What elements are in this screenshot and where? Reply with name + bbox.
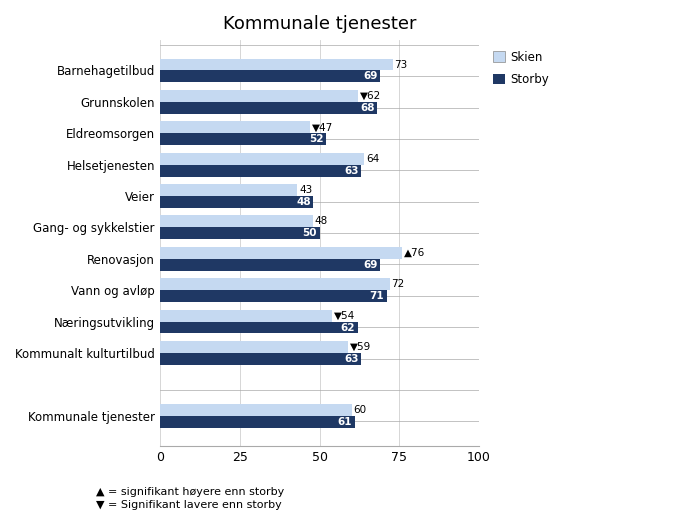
Bar xyxy=(160,310,332,321)
Bar xyxy=(160,416,355,427)
Text: 71: 71 xyxy=(369,291,384,301)
Text: ▼54: ▼54 xyxy=(334,311,355,321)
Bar xyxy=(160,59,393,71)
Text: ▲76: ▲76 xyxy=(404,248,425,258)
Text: ▼59: ▼59 xyxy=(350,342,371,352)
Text: ▼62: ▼62 xyxy=(359,91,380,101)
Text: 63: 63 xyxy=(344,354,358,364)
Text: 63: 63 xyxy=(344,166,358,176)
Text: 69: 69 xyxy=(363,72,378,81)
Bar xyxy=(160,71,380,82)
Legend: Skien, Storby: Skien, Storby xyxy=(488,46,554,91)
Title: Kommunale tjenester: Kommunale tjenester xyxy=(223,15,416,33)
Text: 50: 50 xyxy=(303,228,317,238)
Bar xyxy=(160,90,358,102)
Text: 60: 60 xyxy=(353,405,366,415)
Bar xyxy=(160,215,313,228)
Bar xyxy=(160,184,297,196)
Text: ▼ = Signifikant lavere enn storby: ▼ = Signifikant lavere enn storby xyxy=(96,500,282,510)
Bar xyxy=(160,153,364,165)
Text: 72: 72 xyxy=(391,279,405,289)
Text: 69: 69 xyxy=(363,260,378,270)
Bar xyxy=(160,228,320,239)
Text: 43: 43 xyxy=(299,185,312,195)
Text: ▲ = signifikant høyere enn storby: ▲ = signifikant høyere enn storby xyxy=(96,487,285,497)
Text: 48: 48 xyxy=(296,197,311,207)
Text: 61: 61 xyxy=(338,417,352,426)
Bar xyxy=(160,278,389,290)
Text: 62: 62 xyxy=(341,322,355,333)
Bar xyxy=(160,247,402,259)
Text: 64: 64 xyxy=(366,153,379,164)
Text: 52: 52 xyxy=(309,134,323,144)
Bar xyxy=(160,321,358,334)
Bar xyxy=(160,122,310,133)
Bar xyxy=(160,165,361,177)
Bar xyxy=(160,133,326,145)
Bar xyxy=(160,353,361,365)
Bar xyxy=(160,259,380,271)
Bar xyxy=(160,102,377,114)
Bar xyxy=(160,196,313,208)
Bar xyxy=(160,404,352,416)
Text: ▼47: ▼47 xyxy=(312,122,333,132)
Bar xyxy=(160,290,387,302)
Bar xyxy=(160,341,348,353)
Text: 48: 48 xyxy=(315,216,328,227)
Text: 73: 73 xyxy=(394,60,408,70)
Text: 68: 68 xyxy=(360,103,374,113)
